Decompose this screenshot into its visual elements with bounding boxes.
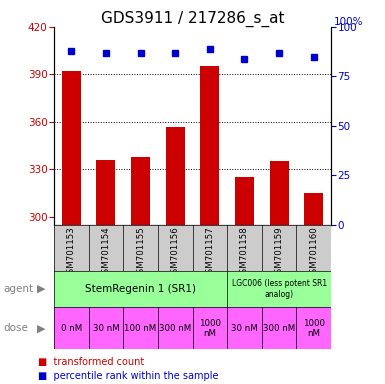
Bar bbox=[158, 307, 192, 349]
Bar bbox=[62, 71, 81, 225]
Text: GSM701153: GSM701153 bbox=[67, 226, 76, 279]
Bar bbox=[158, 225, 192, 271]
Bar bbox=[192, 307, 227, 349]
Title: GDS3911 / 217286_s_at: GDS3911 / 217286_s_at bbox=[101, 11, 284, 27]
Bar bbox=[270, 161, 289, 225]
Text: 100 nM: 100 nM bbox=[124, 324, 157, 333]
Text: GSM701156: GSM701156 bbox=[171, 226, 180, 279]
Bar bbox=[296, 307, 331, 349]
Text: GSM701160: GSM701160 bbox=[309, 226, 318, 279]
Bar bbox=[192, 225, 227, 271]
Bar bbox=[89, 307, 123, 349]
Text: GSM701155: GSM701155 bbox=[136, 226, 145, 279]
Text: ▶: ▶ bbox=[37, 284, 45, 294]
Bar bbox=[54, 271, 227, 307]
Bar bbox=[166, 127, 185, 225]
Text: 300 nM: 300 nM bbox=[263, 324, 295, 333]
Bar bbox=[227, 307, 262, 349]
Text: LGC006 (less potent SR1
analog): LGC006 (less potent SR1 analog) bbox=[231, 279, 327, 299]
Bar bbox=[54, 225, 89, 271]
Text: dose: dose bbox=[4, 323, 29, 333]
Text: 30 nM: 30 nM bbox=[231, 324, 258, 333]
Bar bbox=[200, 66, 219, 225]
Text: 1000
nM: 1000 nM bbox=[199, 319, 221, 338]
Text: 1000
nM: 1000 nM bbox=[303, 319, 325, 338]
Bar bbox=[304, 193, 323, 225]
Text: GSM701157: GSM701157 bbox=[205, 226, 214, 279]
Bar bbox=[131, 157, 150, 225]
Bar bbox=[235, 177, 254, 225]
Text: 300 nM: 300 nM bbox=[159, 324, 191, 333]
Bar bbox=[89, 225, 123, 271]
Text: ■  transformed count: ■ transformed count bbox=[38, 357, 145, 367]
Bar bbox=[123, 225, 158, 271]
Text: 0 nM: 0 nM bbox=[60, 324, 82, 333]
Text: GSM701159: GSM701159 bbox=[275, 226, 284, 279]
Text: agent: agent bbox=[4, 284, 34, 294]
Text: GSM701154: GSM701154 bbox=[101, 226, 110, 279]
Bar bbox=[262, 307, 296, 349]
Bar bbox=[123, 307, 158, 349]
Bar bbox=[262, 225, 296, 271]
Text: 100%: 100% bbox=[334, 17, 363, 27]
Text: GSM701158: GSM701158 bbox=[240, 226, 249, 279]
Bar bbox=[227, 225, 262, 271]
Bar bbox=[96, 160, 116, 225]
Bar bbox=[296, 225, 331, 271]
Bar bbox=[227, 271, 331, 307]
Text: 30 nM: 30 nM bbox=[92, 324, 119, 333]
Text: StemRegenin 1 (SR1): StemRegenin 1 (SR1) bbox=[85, 284, 196, 294]
Text: ▶: ▶ bbox=[37, 323, 45, 333]
Bar bbox=[54, 307, 89, 349]
Text: ■  percentile rank within the sample: ■ percentile rank within the sample bbox=[38, 371, 219, 381]
